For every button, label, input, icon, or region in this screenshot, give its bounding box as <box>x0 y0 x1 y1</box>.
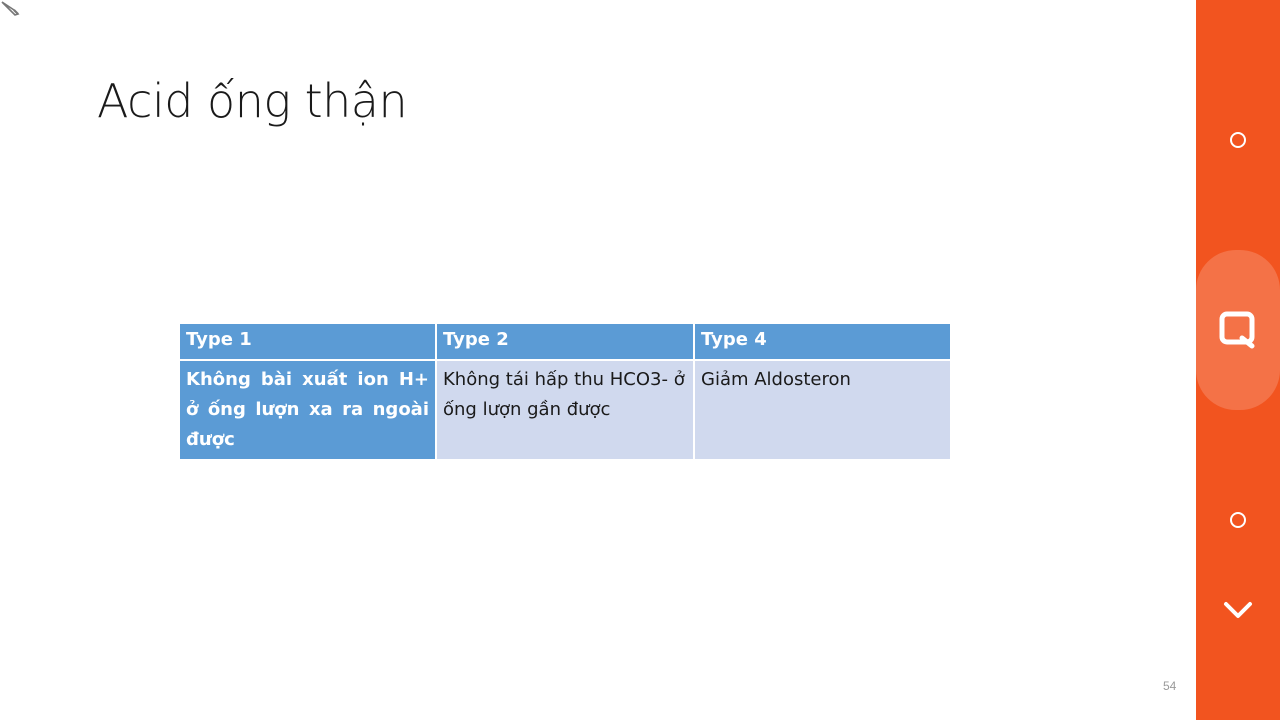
top-circle-button[interactable] <box>1196 120 1280 160</box>
side-panel <box>1196 0 1280 720</box>
search-button[interactable] <box>1196 250 1280 410</box>
slide-title: Acid ống thận <box>97 74 408 128</box>
bottom-circle-button[interactable] <box>1196 500 1280 540</box>
slide: Acid ống thận Type 1 Type 2 Type 4 Không… <box>0 0 1177 693</box>
collapse-button[interactable] <box>1196 590 1280 630</box>
table-header-cell: Type 2 <box>435 322 695 361</box>
circle-icon <box>1230 512 1246 528</box>
table-row: Không bài xuất ion H+ ở ống lượn xa ra n… <box>178 359 952 461</box>
circle-icon <box>1230 132 1246 148</box>
pen-icon[interactable] <box>0 0 24 18</box>
page-number: 54 <box>1163 679 1177 693</box>
table-cell: Không tái hấp thu HCO3- ở ống lượn gần đ… <box>435 359 695 461</box>
table-cell: Không bài xuất ion H+ ở ống lượn xa ra n… <box>178 359 437 461</box>
table-header-row: Type 1 Type 2 Type 4 <box>178 322 952 361</box>
type-table: Type 1 Type 2 Type 4 Không bài xuất ion … <box>178 322 952 461</box>
chevron-down-icon <box>1224 602 1252 618</box>
table-header-cell: Type 4 <box>693 322 952 361</box>
table-header-cell: Type 1 <box>178 322 437 361</box>
table-cell: Giảm Aldosteron <box>693 359 952 461</box>
search-icon <box>1219 311 1255 349</box>
